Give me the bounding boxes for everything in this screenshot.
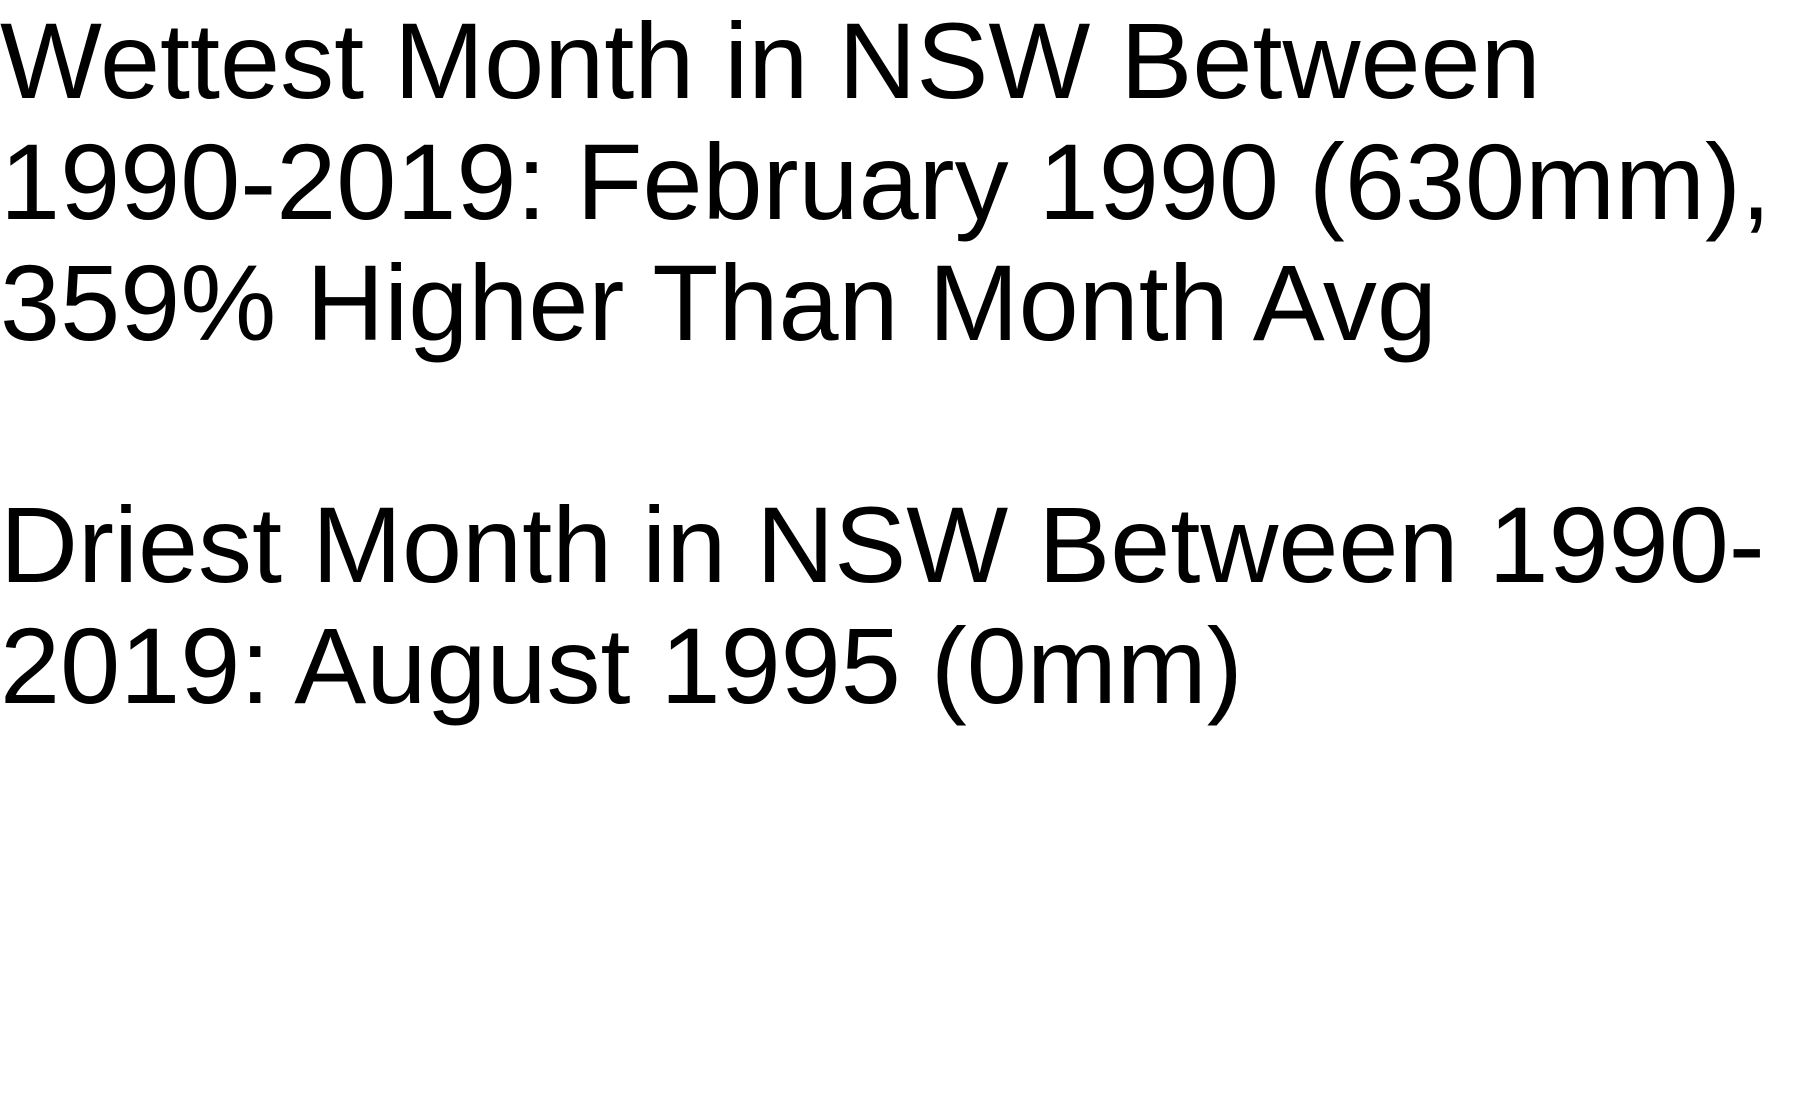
rainfall-facts: Wettest Month in NSW Between 1990-2019: … — [0, 0, 1771, 726]
driest-month-fact: Driest Month in NSW Between 1990-2019: A… — [0, 484, 1765, 726]
wettest-month-fact: Wettest Month in NSW Between 1990-2019: … — [0, 0, 1771, 363]
